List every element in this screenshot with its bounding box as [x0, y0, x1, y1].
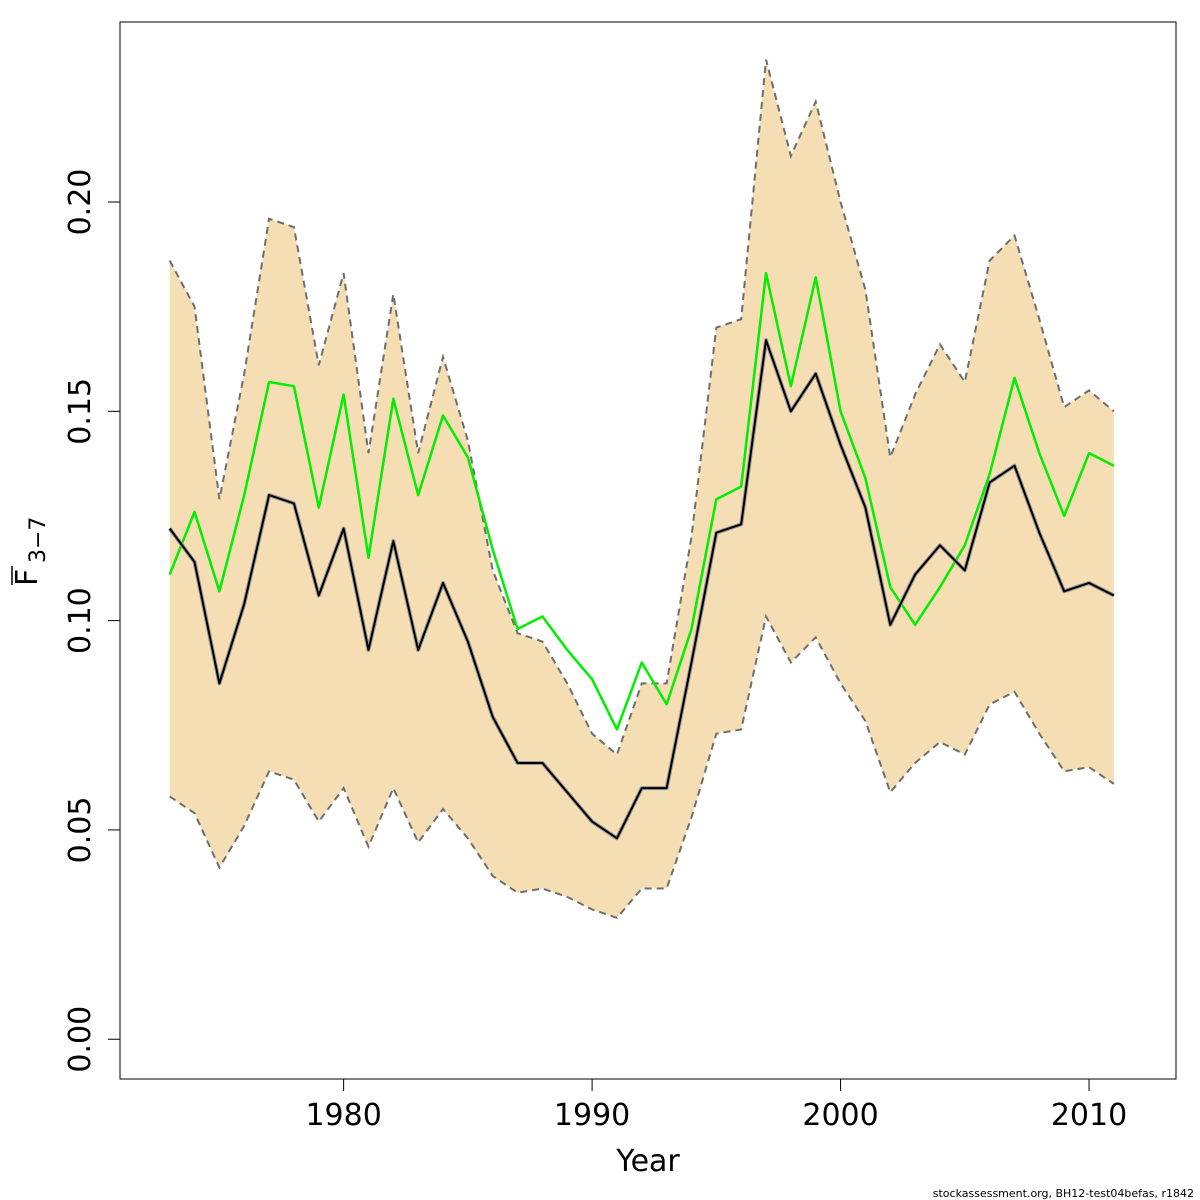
x-axis: 1980 1990 2000 2010	[305, 1079, 1127, 1133]
y-axis: 0.00 0.05 0.10 0.15 0.20	[63, 169, 120, 1073]
footer-note: stockassessment.org, BH12-test04befas, r…	[933, 1187, 1194, 1200]
x-tick-label: 1990	[554, 1098, 630, 1133]
y-tick-label: 0.05	[63, 797, 98, 864]
band-upper-line	[168, 59, 1115, 757]
y-tick-label: 0.00	[63, 1006, 98, 1073]
series-lines	[168, 271, 1115, 841]
band-area	[169, 59, 1114, 918]
y-axis-title-main: F	[10, 569, 45, 586]
x-tick-label: 1980	[305, 1098, 381, 1133]
band-lower-line	[169, 613, 1115, 919]
y-tick-label: 0.10	[63, 587, 98, 654]
series-1-line	[168, 339, 1115, 840]
y-axis-title-subscript: 3−7	[26, 517, 51, 563]
x-axis-title: Year	[615, 1144, 680, 1179]
plot-frame	[119, 21, 1177, 1080]
x-tick-label: 2010	[1051, 1098, 1127, 1133]
y-tick-label: 0.20	[63, 169, 98, 236]
x-tick-label: 2000	[802, 1098, 878, 1133]
confidence-band	[168, 59, 1115, 919]
y-tick-label: 0.15	[63, 378, 98, 445]
y-axis-title: F 3−7	[10, 517, 51, 586]
